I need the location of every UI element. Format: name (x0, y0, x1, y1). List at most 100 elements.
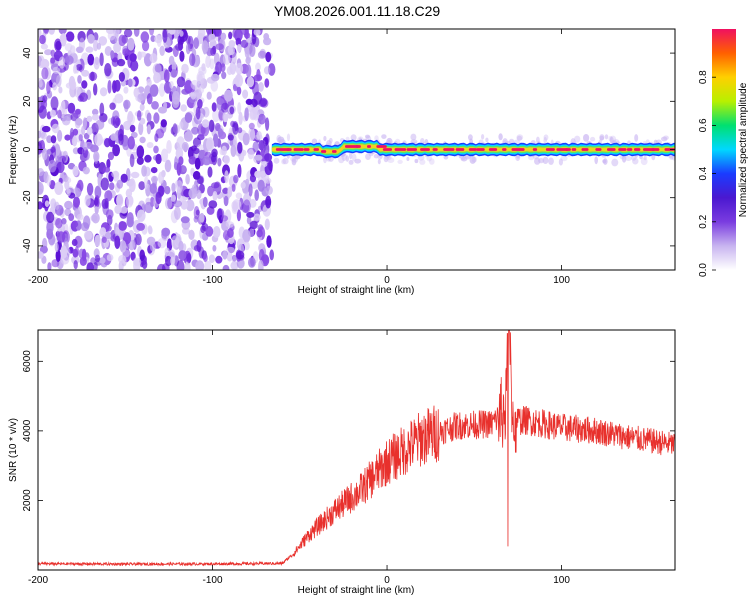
signal-core (443, 148, 455, 151)
signal-core (345, 145, 359, 148)
noise-blob (158, 171, 165, 184)
signal-halo (326, 157, 332, 162)
signal-halo (323, 135, 327, 142)
noise-blob (104, 224, 112, 232)
noise-blob (114, 29, 119, 43)
spectrogram-y-label: Frequency (Hz) (8, 116, 19, 185)
signal-core (581, 148, 589, 151)
noise-blob (190, 92, 196, 100)
noise-blob (176, 76, 186, 88)
noise-blob (94, 206, 99, 215)
noise-blob (113, 79, 121, 92)
noise-blob (207, 166, 213, 178)
noise-blob (44, 49, 53, 56)
signal-core (313, 148, 319, 151)
noise-blob (94, 185, 102, 199)
noise-blob (146, 93, 153, 105)
signal-halo (381, 134, 387, 140)
noise-blob (99, 102, 105, 117)
noise-blob (255, 62, 261, 72)
noise-blob (46, 211, 55, 223)
noise-blob (72, 248, 79, 258)
noise-blob (195, 260, 205, 270)
noise-blob (211, 73, 220, 82)
noise-blob (139, 103, 145, 111)
noise-blob (118, 133, 124, 146)
noise-blob (182, 227, 190, 235)
colorbar-ticks: 0.0 0.2 0.4 0.6 0.8 (698, 70, 716, 277)
noise-blob (238, 111, 243, 125)
noise-blob (153, 72, 161, 84)
y-tick-label: 2000 (22, 489, 33, 512)
noise-blob (226, 251, 233, 262)
x-tick-label: 100 (553, 575, 570, 586)
noise-blob (130, 171, 140, 179)
noise-blob (64, 55, 74, 65)
spectrogram-x-label: Height of straight line (km) (298, 285, 415, 296)
noise-blob (234, 74, 244, 88)
noise-blob (72, 165, 79, 177)
noise-blob (264, 177, 272, 184)
noise-blob (223, 195, 229, 207)
noise-blob (104, 46, 112, 56)
noise-blob (202, 156, 211, 166)
snr-series-line (38, 330, 675, 567)
noise-blob (126, 113, 136, 126)
colorbar-tick-label: 0.4 (698, 166, 709, 180)
noise-blob (114, 117, 121, 126)
noise-blob (146, 124, 151, 135)
noise-blob (95, 119, 105, 130)
noise-blob (67, 102, 76, 114)
y-tick-label: 20 (22, 95, 33, 107)
noise-blob (220, 102, 230, 113)
colorbar-label: Normalized spectral amplitude (738, 82, 749, 217)
noise-blob (205, 29, 214, 35)
noise-blob (236, 86, 242, 96)
noise-blob (164, 197, 173, 210)
noise-blob (149, 84, 159, 97)
noise-blob (248, 257, 256, 268)
noise-blob (212, 191, 218, 201)
noise-blob (165, 255, 172, 267)
noise-blob (75, 64, 83, 71)
noise-blob (268, 63, 276, 76)
signal-halo (621, 154, 627, 163)
noise-blob (171, 235, 180, 249)
noise-blob (54, 181, 64, 195)
noise-blob (55, 40, 62, 51)
noise-blob (61, 218, 67, 225)
noise-blob (82, 117, 87, 130)
signal-halo (373, 154, 379, 159)
noise-blob (235, 62, 244, 75)
noise-blob (198, 149, 205, 159)
noise-blob (253, 74, 263, 82)
noise-blob (123, 29, 133, 38)
y-tick-label: -20 (22, 190, 33, 205)
noise-blob (223, 155, 230, 165)
noise-blob (157, 263, 166, 270)
signal-halo (443, 155, 449, 160)
noise-blob (197, 99, 203, 109)
noise-blob (140, 31, 150, 43)
noise-blob (118, 254, 127, 264)
noise-blob (246, 211, 255, 218)
noise-blob (69, 80, 77, 91)
x-tick-label: 0 (384, 575, 390, 586)
signal-halo (349, 152, 353, 160)
noise-blob (127, 78, 133, 88)
noise-blob (181, 63, 189, 74)
snr-y-ticks: 2000 4000 6000 (22, 350, 675, 512)
noise-blob (197, 176, 204, 185)
noise-blob (43, 29, 49, 35)
noise-blob (41, 67, 49, 80)
noise-blob (151, 175, 158, 183)
noise-blob (201, 119, 210, 128)
noise-blob (126, 216, 134, 228)
noise-blob (185, 199, 195, 212)
signal-halo (291, 156, 298, 163)
noise-blob (114, 205, 122, 214)
noise-blob (263, 37, 272, 46)
noise-blob (71, 221, 79, 228)
signal-halo (395, 138, 401, 145)
